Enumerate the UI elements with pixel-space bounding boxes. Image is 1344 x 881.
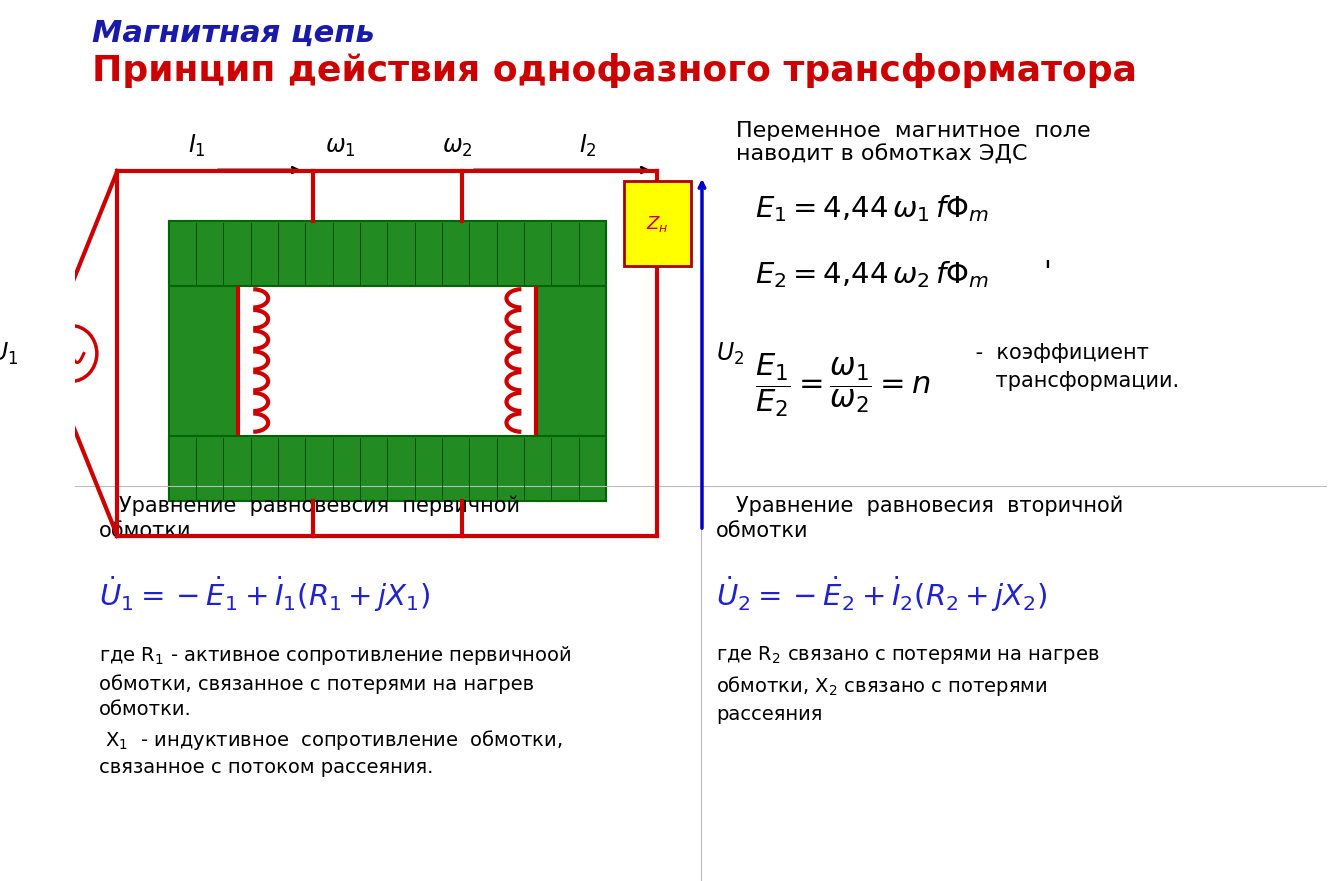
Text: $\dot{U}_1 = -\dot{E}_1 + \dot{I}_1(R_1 + jX_1)$: $\dot{U}_1 = -\dot{E}_1 + \dot{I}_1(R_1 … xyxy=(98,574,430,614)
Text: Уравнение  равновевсия  первичной
обмотки: Уравнение равновевсия первичной обмотки xyxy=(98,496,520,541)
Text: $\dfrac{E_1}{E_2} = \dfrac{\omega_1}{\omega_2} = n$: $\dfrac{E_1}{E_2} = \dfrac{\omega_1}{\om… xyxy=(755,351,930,418)
Circle shape xyxy=(44,325,97,381)
Text: $E_2 = 4{,}44\,\omega_2\,f\Phi_m$: $E_2 = 4{,}44\,\omega_2\,f\Phi_m$ xyxy=(755,259,989,290)
Text: $E_1 = 4{,}44\,\omega_1\,f\Phi_m$: $E_1 = 4{,}44\,\omega_1\,f\Phi_m$ xyxy=(755,193,989,224)
Text: -  коэффициент
    трансформации.: - коэффициент трансформации. xyxy=(969,343,1179,391)
Bar xyxy=(624,181,691,266)
Text: где R$_2$ связано с потерями на нагрев
обмотки, X$_2$ связано с потерями
рассеян: где R$_2$ связано с потерями на нагрев о… xyxy=(716,644,1099,724)
Text: $\omega_2$: $\omega_2$ xyxy=(442,135,473,159)
Text: Уравнение  равновесия  вторичной
обмотки: Уравнение равновесия вторичной обмотки xyxy=(716,496,1124,541)
Text: $Z_н$: $Z_н$ xyxy=(646,213,668,233)
Text: Принцип действия однофазного трансформатора: Принцип действия однофазного трансформат… xyxy=(93,53,1137,88)
Text: $\dot{U}_2 = -\dot{E}_2 + \dot{I}_2(R_2 + jX_2)$: $\dot{U}_2 = -\dot{E}_2 + \dot{I}_2(R_2 … xyxy=(716,574,1047,614)
Bar xyxy=(168,221,606,286)
Bar xyxy=(536,221,606,501)
Text: $U_1$: $U_1$ xyxy=(0,340,19,366)
Text: $I_2$: $I_2$ xyxy=(578,133,597,159)
Text: $I_1$: $I_1$ xyxy=(188,133,206,159)
Bar xyxy=(168,221,238,501)
Bar xyxy=(168,436,606,501)
Text: ': ' xyxy=(1044,259,1051,287)
Text: $\omega_1$: $\omega_1$ xyxy=(325,135,356,159)
Text: $U_2$: $U_2$ xyxy=(716,340,745,366)
Text: где R$_1$ - активное сопротивление первичноой
обмотки, связанное с потерями на н: где R$_1$ - активное сопротивление перви… xyxy=(98,644,571,777)
Text: Магнитная цепь: Магнитная цепь xyxy=(93,19,375,48)
Text: Переменное  магнитное  поле
наводит в обмотках ЭДС: Переменное магнитное поле наводит в обмо… xyxy=(737,121,1091,165)
